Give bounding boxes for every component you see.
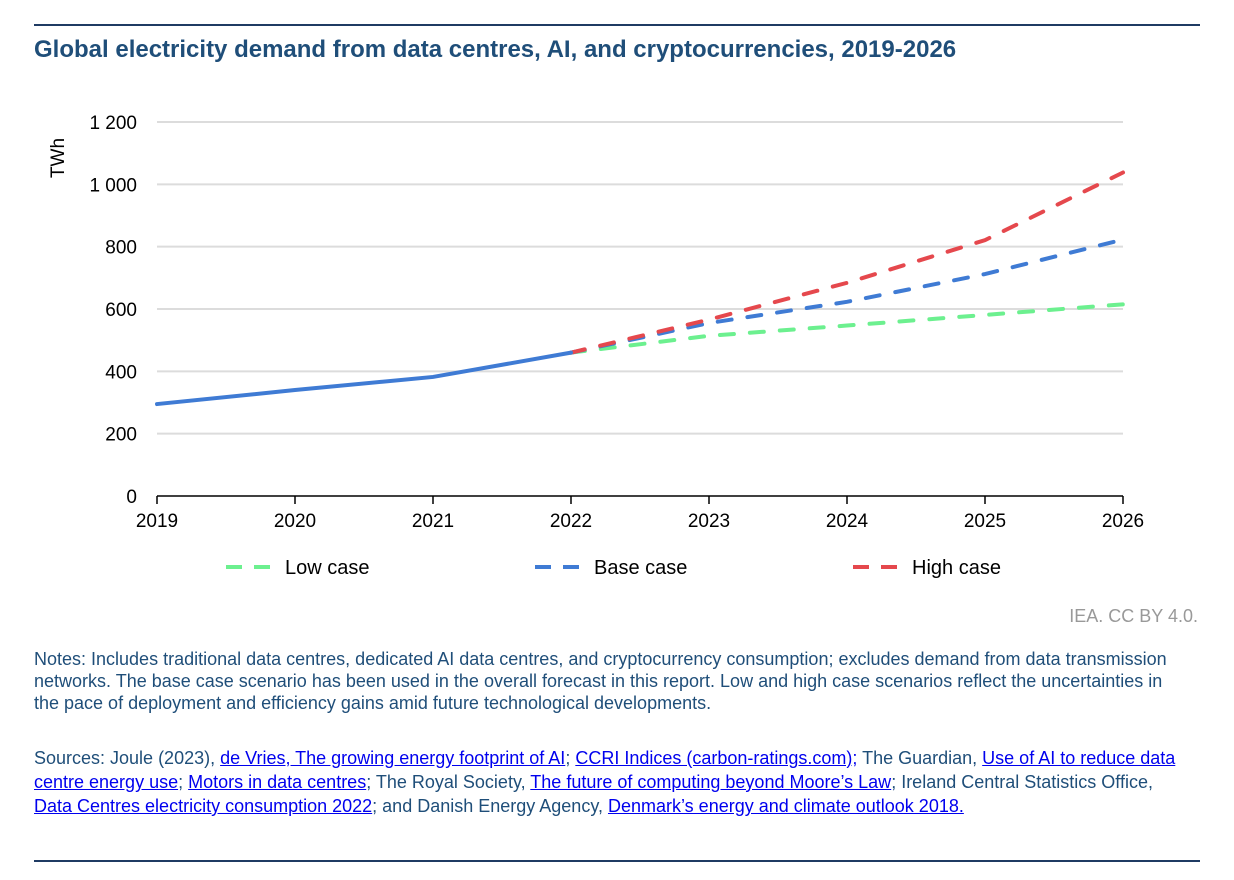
legend-label: Base case — [594, 557, 687, 579]
y-tick-label: 1 000 — [89, 175, 137, 196]
x-tick-label: 2024 — [826, 511, 869, 532]
x-tick-label: 2019 — [136, 511, 178, 532]
y-tick-label: 200 — [105, 425, 137, 446]
source-link[interactable]: The future of computing beyond Moore’s L… — [530, 772, 892, 792]
chart-title: Global electricity demand from data cent… — [34, 36, 957, 63]
series-line-base-case — [569, 237, 1125, 355]
x-tick-label: 2025 — [964, 511, 1006, 532]
series-line-high-case — [569, 170, 1125, 355]
y-tick-label: 800 — [105, 238, 137, 259]
source-text: Sources: Joule (2023), — [34, 748, 221, 768]
line-chart: 0 200 400 600 800 1 000 1 200 2019 2020 2021 2022 2… — [48, 113, 1144, 579]
source-link[interactable]: de Vries, The growing energy footprint o… — [220, 748, 566, 768]
x-tick-label: 2020 — [274, 511, 316, 532]
y-tick-label: 600 — [105, 300, 137, 321]
sources: Sources: Joule (2023), de Vries, The gro… — [34, 746, 1184, 818]
source-text: ; The Royal Society, — [366, 772, 531, 792]
source-link[interactable]: CCRI Indices (carbon-ratings.com); — [575, 748, 858, 768]
source-link[interactable]: Data Centres electricity consumption 202… — [34, 796, 373, 816]
top-rule — [34, 24, 1200, 26]
y-tick-label: 400 — [105, 362, 137, 383]
source-text: ; and Danish Energy Agency, — [372, 796, 608, 816]
source-text: ; Ireland Central Statistics Office, — [891, 772, 1153, 792]
x-tick-label: 2023 — [688, 511, 730, 532]
x-tick-label: 2021 — [412, 511, 454, 532]
bottom-rule — [34, 860, 1200, 862]
y-tick-label: 1 200 — [89, 113, 137, 134]
y-axis-label: TWh — [48, 138, 69, 178]
legend-label: Low case — [285, 557, 370, 579]
notes: Notes: Includes traditional data centres… — [34, 649, 1167, 713]
source-link[interactable]: Denmark’s energy and climate outlook 201… — [607, 796, 964, 816]
x-tick-label: 2022 — [550, 511, 592, 532]
source-text: ; — [178, 772, 189, 792]
source-link[interactable]: Use of AI to reduce data centre energy u… — [34, 748, 1176, 792]
series-line-low-case — [569, 302, 1125, 355]
series-line-historical — [155, 350, 573, 407]
legend-label: High case — [912, 557, 1001, 579]
y-tick-label: 0 — [126, 487, 137, 508]
x-tick-label: 2026 — [1102, 511, 1144, 532]
source-link[interactable]: Motors in data centres — [188, 772, 367, 792]
credit: IEA. CC BY 4.0. — [1069, 606, 1198, 626]
source-text: The Guardian, — [857, 748, 983, 768]
source-text: ; — [565, 748, 576, 768]
